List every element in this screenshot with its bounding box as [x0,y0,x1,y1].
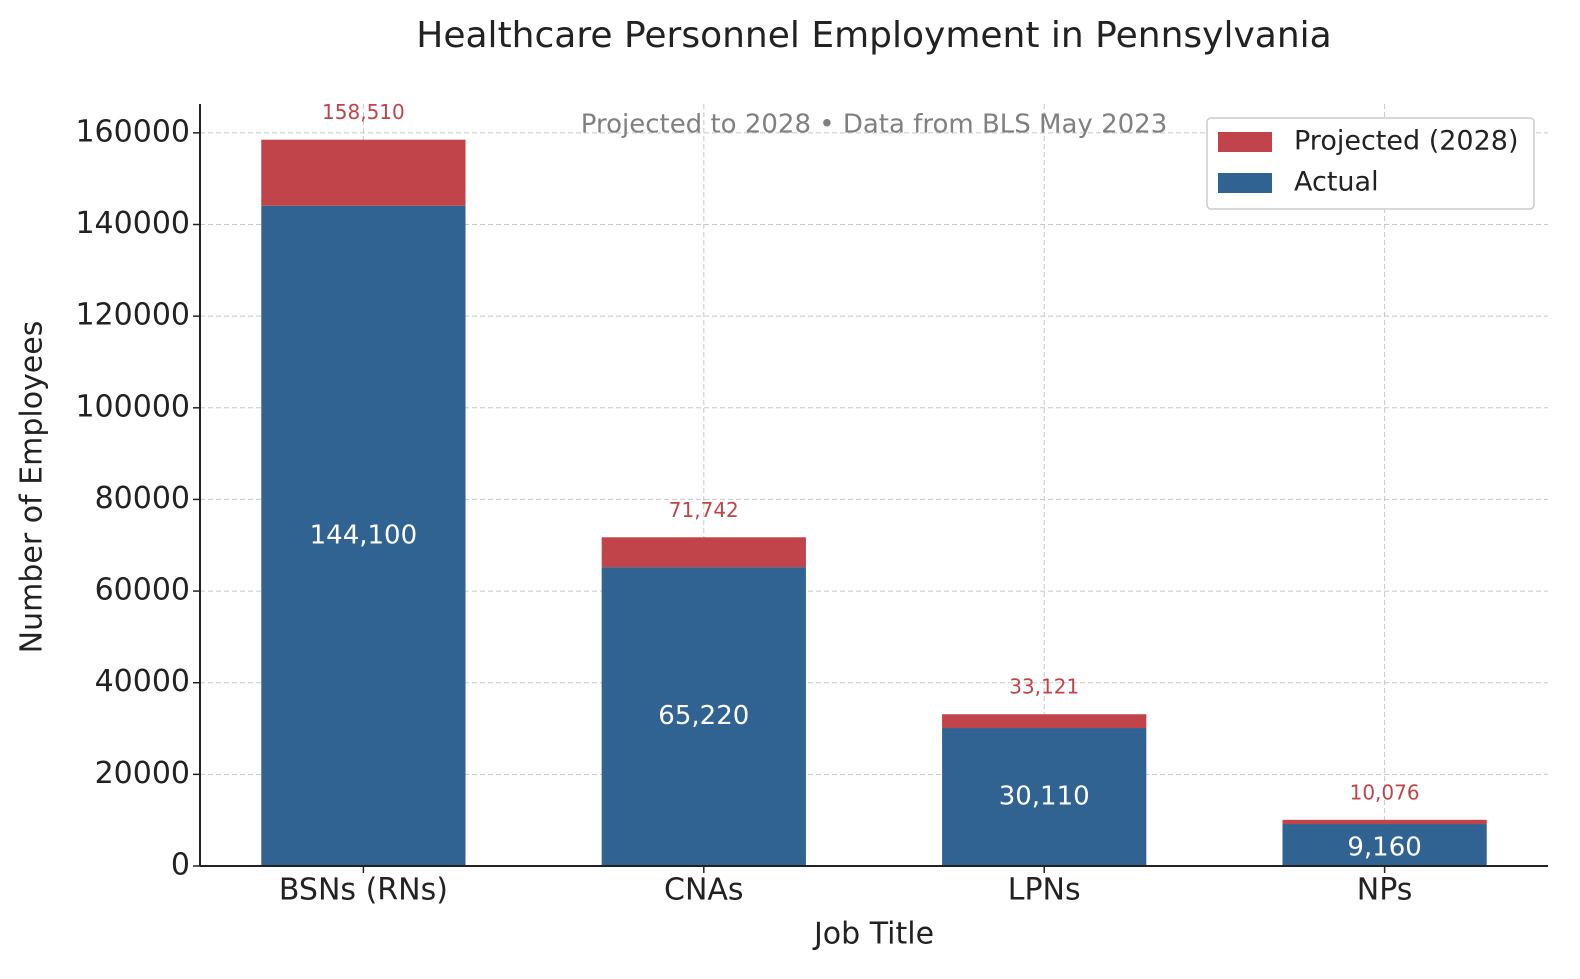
total-label: 158,510 [322,100,405,124]
y-tick-label: 40000 [95,664,190,699]
subtitle: Projected to 2028 • Data from BLS May 20… [581,110,1168,140]
chart-title: Healthcare Personnel Employment in Penns… [416,15,1331,56]
legend-swatch [1218,173,1272,193]
total-label: 10,076 [1350,780,1420,804]
bar-segment [942,714,1147,729]
bar-segment [1282,819,1487,825]
y-tick-label: 60000 [95,573,190,608]
value-label: 65,220 [658,701,749,731]
y-tick-label: 120000 [75,298,190,333]
bar-segment [601,567,806,866]
y-tick-label: 100000 [75,389,190,424]
bar-segment [261,139,466,206]
bar-segment [261,205,466,867]
total-label: 33,121 [1009,675,1079,699]
x-tick-label: CNAs [664,873,744,908]
bar-segment [942,728,1147,866]
value-label: 144,100 [310,520,418,550]
x-tick-label: NPs [1357,873,1413,908]
total-label: 71,742 [669,498,739,522]
bar-segment [601,537,806,568]
x-tick-label: LPNs [1008,873,1081,908]
x-axis-label: Job Title [812,917,934,952]
y-tick-label: 160000 [75,114,190,149]
value-label: 30,110 [999,782,1090,812]
legend-swatch [1218,132,1272,152]
value-label: 9,160 [1347,833,1421,863]
legend-box [1206,117,1535,210]
y-tick-label: 0 [171,848,190,883]
y-tick-label: 140000 [75,206,190,241]
legend-label: Actual [1294,167,1379,198]
bar-segment [1282,824,1487,866]
y-tick-label: 80000 [95,481,190,516]
y-tick-label: 20000 [95,756,190,791]
y-axis-label: Number of Employees [15,321,50,654]
x-tick-label: BSNs (RNs) [279,873,448,908]
legend-label: Projected (2028) [1294,126,1519,157]
